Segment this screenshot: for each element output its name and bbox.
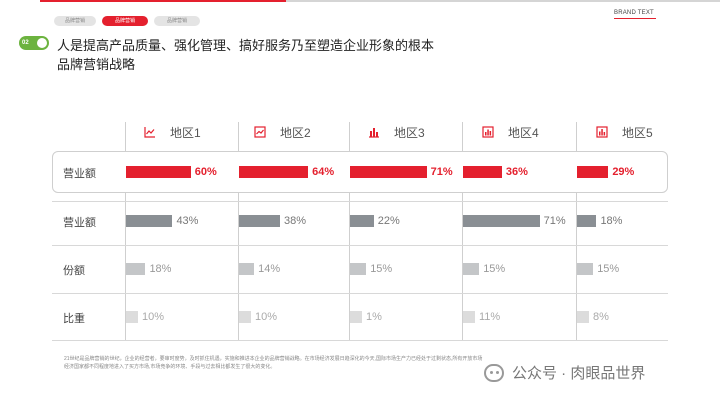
bar-value-label: 15% — [483, 263, 506, 275]
title-line-2: 品牌营销战略 — [57, 57, 136, 72]
row-divider — [52, 245, 668, 246]
bar — [126, 166, 191, 178]
bar — [126, 311, 138, 323]
bar-value-label: 29% — [612, 166, 635, 178]
bar-chart-icon — [482, 126, 494, 138]
footnote: 21世纪是品牌营销的世纪，企业的经营者，要审时度势，及时抓住机遇，实施和推进本企… — [64, 356, 483, 370]
bar — [577, 215, 597, 227]
bar-chart-icon — [596, 126, 608, 138]
bar — [463, 263, 480, 275]
column-header-region-2: 地区2 — [254, 124, 311, 140]
bar-value-label: 18% — [149, 263, 172, 275]
bar-value-label: 11% — [479, 311, 501, 323]
row-label-share: 份额 — [63, 265, 85, 277]
line-chart-icon — [144, 126, 156, 138]
bar-value-label: 60% — [194, 166, 217, 178]
bar-value-label: 1% — [366, 311, 382, 323]
watermark: 公众号 · 肉眼品世界 — [484, 362, 645, 383]
bar-value-label: 10% — [255, 311, 278, 323]
toggle-knob-icon — [37, 38, 47, 48]
bar — [239, 263, 255, 275]
watermark-text: 公众号 · 肉眼品世界 — [512, 365, 646, 382]
column-header-region-3: 地区3 — [368, 124, 425, 140]
brand-underline — [614, 18, 656, 19]
column-label: 地区4 — [508, 125, 539, 140]
column-label: 地区2 — [280, 125, 311, 140]
column-header-region-4: 地区4 — [482, 124, 539, 140]
column-label: 地区5 — [622, 125, 653, 140]
bar — [577, 166, 609, 178]
top-divider-line — [286, 0, 720, 2]
bar-value-label: 18% — [600, 215, 623, 227]
row-label-proportion: 比重 — [63, 313, 85, 325]
column-divider — [462, 122, 463, 340]
bar-value-label: 36% — [505, 166, 528, 178]
bar — [577, 311, 589, 323]
brand-text: BRAND TEXT — [614, 10, 654, 16]
bar — [463, 215, 540, 227]
tab-brand-marketing-1[interactable]: 品牌营销 — [54, 16, 96, 26]
wechat-icon — [484, 363, 504, 382]
bar-value-label: 71% — [543, 215, 566, 227]
row-divider — [52, 201, 668, 202]
section-number: 02 — [22, 40, 29, 46]
bar-value-label: 15% — [597, 263, 620, 275]
bar — [239, 215, 281, 227]
bar — [350, 166, 427, 178]
bar-value-label: 43% — [176, 215, 199, 227]
row-label-revenue: 营业额 — [63, 217, 96, 229]
section-badge: 02 — [19, 36, 49, 50]
row-divider — [52, 293, 668, 294]
bar-value-label: 14% — [258, 263, 281, 275]
bar — [350, 215, 374, 227]
column-divider — [238, 122, 239, 340]
bar — [126, 263, 146, 275]
bar — [350, 311, 362, 323]
column-header-region-5: 地区5 — [596, 124, 653, 140]
bar-value-label: 10% — [142, 311, 165, 323]
bar — [577, 263, 594, 275]
bar — [463, 166, 502, 178]
tab-brand-marketing-2[interactable]: 品牌营销 — [102, 16, 148, 26]
bar — [126, 215, 173, 227]
bar — [350, 263, 367, 275]
tab-brand-marketing-3[interactable]: 品牌营销 — [154, 16, 200, 26]
column-divider — [125, 122, 126, 340]
bar-value-label: 8% — [593, 311, 609, 323]
row-divider — [52, 340, 668, 341]
bar-value-label: 71% — [430, 166, 453, 178]
column-divider — [349, 122, 350, 340]
column-header-region-1: 地区1 — [144, 124, 201, 140]
top-accent-line — [40, 0, 286, 2]
bar-chart-icon — [368, 126, 380, 138]
column-divider — [576, 122, 577, 340]
page-title: 人是提高产品质量、强化管理、搞好服务乃至塑造企业形象的根本 品牌营销战略 — [57, 36, 477, 74]
bar — [239, 166, 309, 178]
bar-value-label: 15% — [370, 263, 393, 275]
row-label-revenue-highlight: 营业额 — [63, 168, 96, 180]
area-chart-icon — [254, 126, 266, 138]
bar-value-label: 64% — [312, 166, 335, 178]
bar-value-label: 38% — [284, 215, 307, 227]
column-label: 地区1 — [170, 125, 201, 140]
bar — [463, 311, 475, 323]
column-label: 地区3 — [394, 125, 425, 140]
title-line-1: 人是提高产品质量、强化管理、搞好服务乃至塑造企业形象的根本 — [57, 38, 435, 53]
bar — [239, 311, 251, 323]
bar-value-label: 22% — [377, 215, 400, 227]
